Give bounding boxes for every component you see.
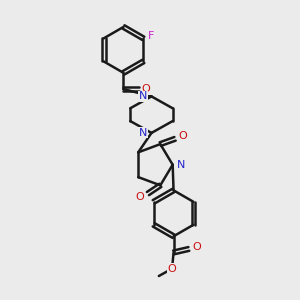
Text: F: F <box>148 31 154 41</box>
Text: N: N <box>177 160 185 170</box>
Text: O: O <box>142 84 151 94</box>
Text: O: O <box>168 264 176 274</box>
Text: N: N <box>139 128 147 138</box>
Text: N: N <box>139 92 147 101</box>
Text: O: O <box>178 131 187 142</box>
Text: O: O <box>192 242 201 252</box>
Text: O: O <box>136 191 144 202</box>
